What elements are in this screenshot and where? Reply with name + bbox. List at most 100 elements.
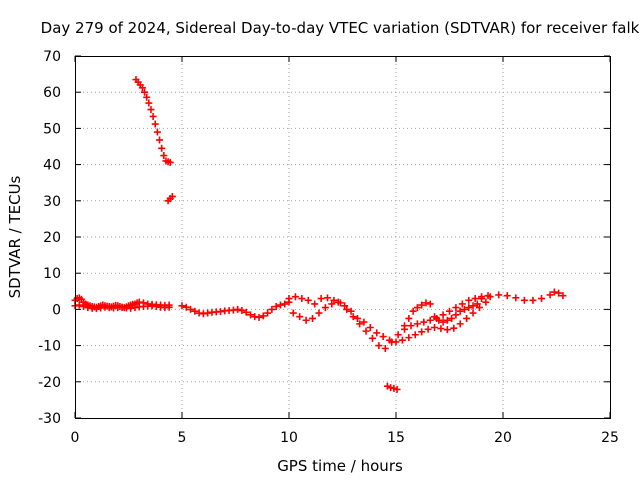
- data-points: [71, 76, 567, 393]
- series-steep-arc: [132, 76, 174, 166]
- data-point: [343, 305, 351, 313]
- series-mid-day: [178, 298, 293, 321]
- data-point: [559, 292, 567, 300]
- data-point: [156, 136, 164, 144]
- grid: [75, 56, 610, 418]
- data-point: [255, 313, 263, 321]
- data-point: [379, 333, 387, 341]
- data-point: [471, 295, 479, 303]
- data-point: [353, 314, 361, 322]
- data-point: [302, 316, 310, 324]
- data-point: [182, 303, 190, 311]
- data-point: [478, 295, 486, 303]
- data-point: [341, 302, 349, 310]
- data-point: [285, 295, 293, 303]
- data-point: [381, 344, 389, 352]
- data-point: [145, 99, 153, 107]
- data-point: [418, 328, 426, 336]
- data-point: [191, 307, 199, 315]
- data-point: [328, 300, 336, 308]
- series-outlier-low: [383, 382, 401, 393]
- data-point: [366, 324, 374, 331]
- data-point: [458, 300, 466, 308]
- data-point: [401, 322, 409, 330]
- data-point: [238, 306, 246, 314]
- data-point: [392, 338, 400, 346]
- y-tick-label: -20: [38, 375, 61, 391]
- data-point: [296, 313, 304, 321]
- x-tick-label: 25: [601, 430, 619, 446]
- data-point: [330, 296, 338, 304]
- data-point: [443, 316, 451, 324]
- data-point: [386, 336, 394, 344]
- data-point: [368, 334, 376, 342]
- data-point: [324, 294, 332, 302]
- data-point: [165, 303, 173, 311]
- data-point: [298, 295, 306, 303]
- y-tick-label: 50: [43, 121, 61, 137]
- data-point: [347, 307, 355, 315]
- data-point: [375, 342, 383, 350]
- data-point: [393, 385, 401, 393]
- x-tick-label: 0: [71, 430, 80, 446]
- data-point: [437, 325, 445, 333]
- y-tick-label: 10: [43, 266, 61, 282]
- data-point: [495, 291, 503, 299]
- data-point: [321, 304, 329, 312]
- data-point: [465, 296, 473, 304]
- data-point: [420, 318, 428, 326]
- data-point: [259, 312, 267, 320]
- y-tick-label: 20: [43, 230, 61, 246]
- data-point: [529, 296, 537, 304]
- series-evening: [478, 288, 567, 304]
- data-point: [141, 88, 149, 96]
- data-point: [315, 309, 323, 317]
- data-point: [143, 93, 151, 101]
- data-point: [463, 314, 471, 322]
- data-point: [276, 301, 284, 309]
- y-tick-label: 40: [43, 158, 61, 174]
- series-early-high: [71, 301, 173, 313]
- data-point: [435, 316, 443, 324]
- chart-title: Day 279 of 2024, Sidereal Day-to-day VTE…: [41, 19, 640, 37]
- data-point: [304, 296, 312, 304]
- y-tick-label: 60: [43, 85, 61, 101]
- data-point: [75, 301, 83, 309]
- y-tick-label: 70: [43, 49, 61, 65]
- data-point: [418, 301, 426, 309]
- data-point: [452, 311, 460, 319]
- data-point: [426, 316, 434, 324]
- y-tick-label: 30: [43, 194, 61, 210]
- data-point: [390, 384, 398, 392]
- series-afternoon-b: [289, 298, 490, 346]
- data-point: [422, 299, 430, 307]
- data-point: [246, 311, 254, 319]
- data-point: [242, 308, 250, 316]
- data-point: [512, 294, 520, 302]
- data-point: [431, 313, 439, 321]
- data-point: [151, 120, 159, 128]
- data-point: [431, 324, 439, 331]
- data-point: [398, 336, 406, 344]
- data-point: [153, 128, 161, 136]
- data-point: [439, 318, 447, 326]
- data-point: [272, 303, 280, 311]
- data-point: [475, 304, 483, 312]
- data-point: [520, 296, 528, 304]
- x-tick-label: 15: [387, 430, 405, 446]
- data-point: [268, 305, 276, 313]
- y-tick-label: -30: [38, 411, 61, 427]
- x-tick-label: 10: [280, 430, 298, 446]
- data-point: [550, 288, 558, 296]
- data-point: [413, 304, 421, 312]
- data-point: [264, 309, 272, 317]
- data-point: [460, 305, 468, 313]
- series-afternoon-c: [401, 299, 481, 330]
- series-afternoon-a: [285, 292, 492, 352]
- data-point: [456, 307, 464, 315]
- data-point: [373, 329, 381, 337]
- data-point: [138, 84, 146, 92]
- data-point: [465, 304, 473, 312]
- data-point: [446, 307, 453, 315]
